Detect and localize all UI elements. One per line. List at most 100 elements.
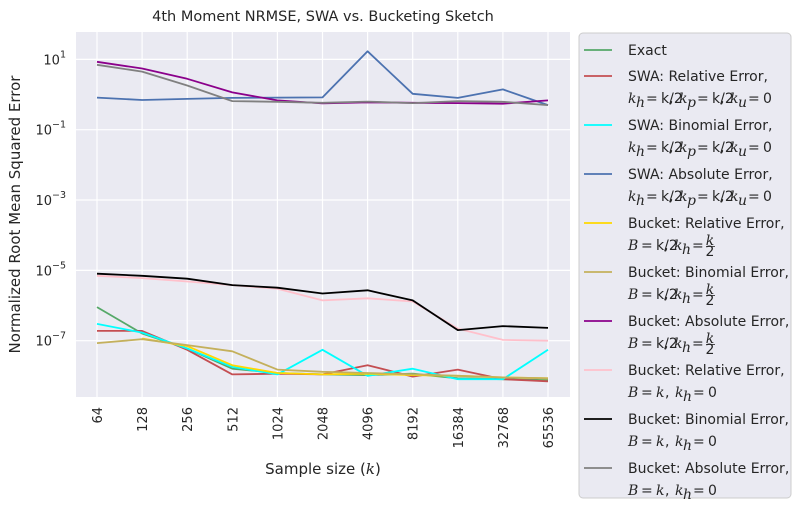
series-lines [96, 50, 549, 383]
y-tick-base: 10 [35, 124, 52, 139]
y-tick-exponent: −3 [52, 190, 66, 201]
legend-math: k h = k/2, k p = k/2, k u = 0 [628, 189, 772, 209]
legend-math: B = k/2, k h = k2 [627, 331, 715, 358]
math-var: B [627, 385, 638, 401]
x-tick-label: 16384 [452, 407, 467, 448]
x-tick-label: 128 [136, 407, 151, 432]
math-num: 0 [763, 91, 772, 107]
y-tick-base: 10 [35, 194, 52, 209]
math-var: k [656, 434, 664, 450]
math-comma: , [669, 140, 673, 156]
y-tick-label: 10−7 [35, 331, 66, 350]
math-comma: , [664, 287, 668, 303]
math-var: B [627, 336, 638, 352]
math-num: k/2 [656, 336, 678, 352]
math-var: k [730, 140, 738, 156]
y-tick-exponent: 1 [60, 49, 66, 60]
legend-label: Bucket: Relative Error, [628, 216, 785, 232]
math-op: = [641, 483, 653, 499]
math-op: = [693, 385, 705, 401]
math-op: = [692, 238, 704, 254]
series-line-8 [96, 272, 549, 331]
math-sub: h [636, 95, 645, 111]
legend-item-5: Bucket: Binomial Error,B = k/2, k h = k2 [584, 265, 789, 309]
math-sub: u [738, 95, 747, 111]
y-tick-base: 10 [43, 53, 60, 68]
legend-label: Bucket: Relative Error, [628, 363, 785, 379]
math-sub: u [738, 193, 747, 209]
math-var: k [674, 238, 682, 254]
math-num: k/2 [661, 189, 683, 205]
x-axis-label-prefix: Sample size ( [265, 460, 366, 478]
math-var: k [675, 385, 683, 401]
math-op: = [646, 91, 658, 107]
y-tick-label: 10−5 [35, 260, 66, 279]
legend-label: Bucket: Binomial Error, [628, 412, 789, 428]
y-tick-label: 10−1 [35, 120, 66, 139]
math-num: k/2 [656, 287, 678, 303]
math-op: = [641, 385, 653, 401]
math-op: = [641, 287, 653, 303]
math-var: k [730, 189, 738, 205]
x-tick-label: 32768 [497, 407, 512, 448]
math-comma: , [669, 189, 673, 205]
frac-num: k [706, 233, 714, 249]
math-sub: h [636, 144, 645, 160]
math-op: = [748, 91, 760, 107]
math-num: k/2 [712, 189, 734, 205]
math-sub: p [687, 144, 696, 160]
math-op: = [697, 91, 709, 107]
math-op: = [641, 434, 653, 450]
math-var: k [674, 336, 682, 352]
legend-item-1: SWA: Relative Error,k h = k/2, k p = k/2, k u = 0 [584, 69, 772, 111]
math-comma: , [665, 434, 669, 450]
math-var: k [679, 91, 687, 107]
math-var: B [627, 287, 638, 303]
math-var: k [675, 483, 683, 499]
math-sub: h [683, 487, 692, 503]
math-comma: , [720, 189, 724, 205]
math-num: 0 [708, 483, 717, 499]
math-sub: u [738, 144, 747, 160]
series-line-5 [96, 338, 549, 380]
y-axis-label: Normalized Root Mean Squared Error [6, 75, 24, 354]
legend-label: Bucket: Absolute Error, [628, 314, 789, 330]
x-tick-label: 512 [226, 407, 241, 432]
y-tick-base: 10 [35, 335, 52, 350]
legend-item-4: Bucket: Relative Error,B = k/2, k h = k2 [584, 216, 785, 260]
math-var: k [679, 140, 687, 156]
math-op: = [748, 189, 760, 205]
math-var: k [674, 287, 682, 303]
legend-math: B = k/2, k h = k2 [627, 233, 715, 260]
legend-item-7: Bucket: Relative Error,B = k, k h = 0 [584, 363, 785, 405]
math-op: = [646, 140, 658, 156]
math-var: k [656, 385, 664, 401]
y-tick-label: 101 [43, 49, 66, 68]
math-sub: h [682, 291, 691, 307]
math-num: 0 [708, 434, 717, 450]
y-tick-exponent: −1 [52, 120, 66, 131]
math-op: = [748, 140, 760, 156]
math-var: B [627, 483, 638, 499]
math-num: k/2 [656, 238, 678, 254]
x-tick-label: 64 [91, 407, 106, 424]
math-var: B [627, 238, 638, 254]
math-sub: p [687, 193, 696, 209]
math-sub: h [636, 193, 645, 209]
math-num: 0 [708, 385, 717, 401]
legend-label: Bucket: Binomial Error, [628, 265, 789, 281]
x-tick-label: 256 [181, 407, 196, 432]
math-op: = [641, 336, 653, 352]
x-axis-label-suffix: ) [375, 460, 381, 478]
x-tick-label: 8192 [407, 407, 422, 440]
frac-num: k [706, 331, 714, 347]
legend-label: SWA: Absolute Error, [628, 167, 773, 183]
math-var: k [675, 434, 683, 450]
math-op: = [641, 238, 653, 254]
math-comma: , [664, 238, 668, 254]
x-tick-label: 4096 [362, 407, 377, 440]
math-op: = [692, 336, 704, 352]
frac-den: 2 [706, 293, 715, 309]
